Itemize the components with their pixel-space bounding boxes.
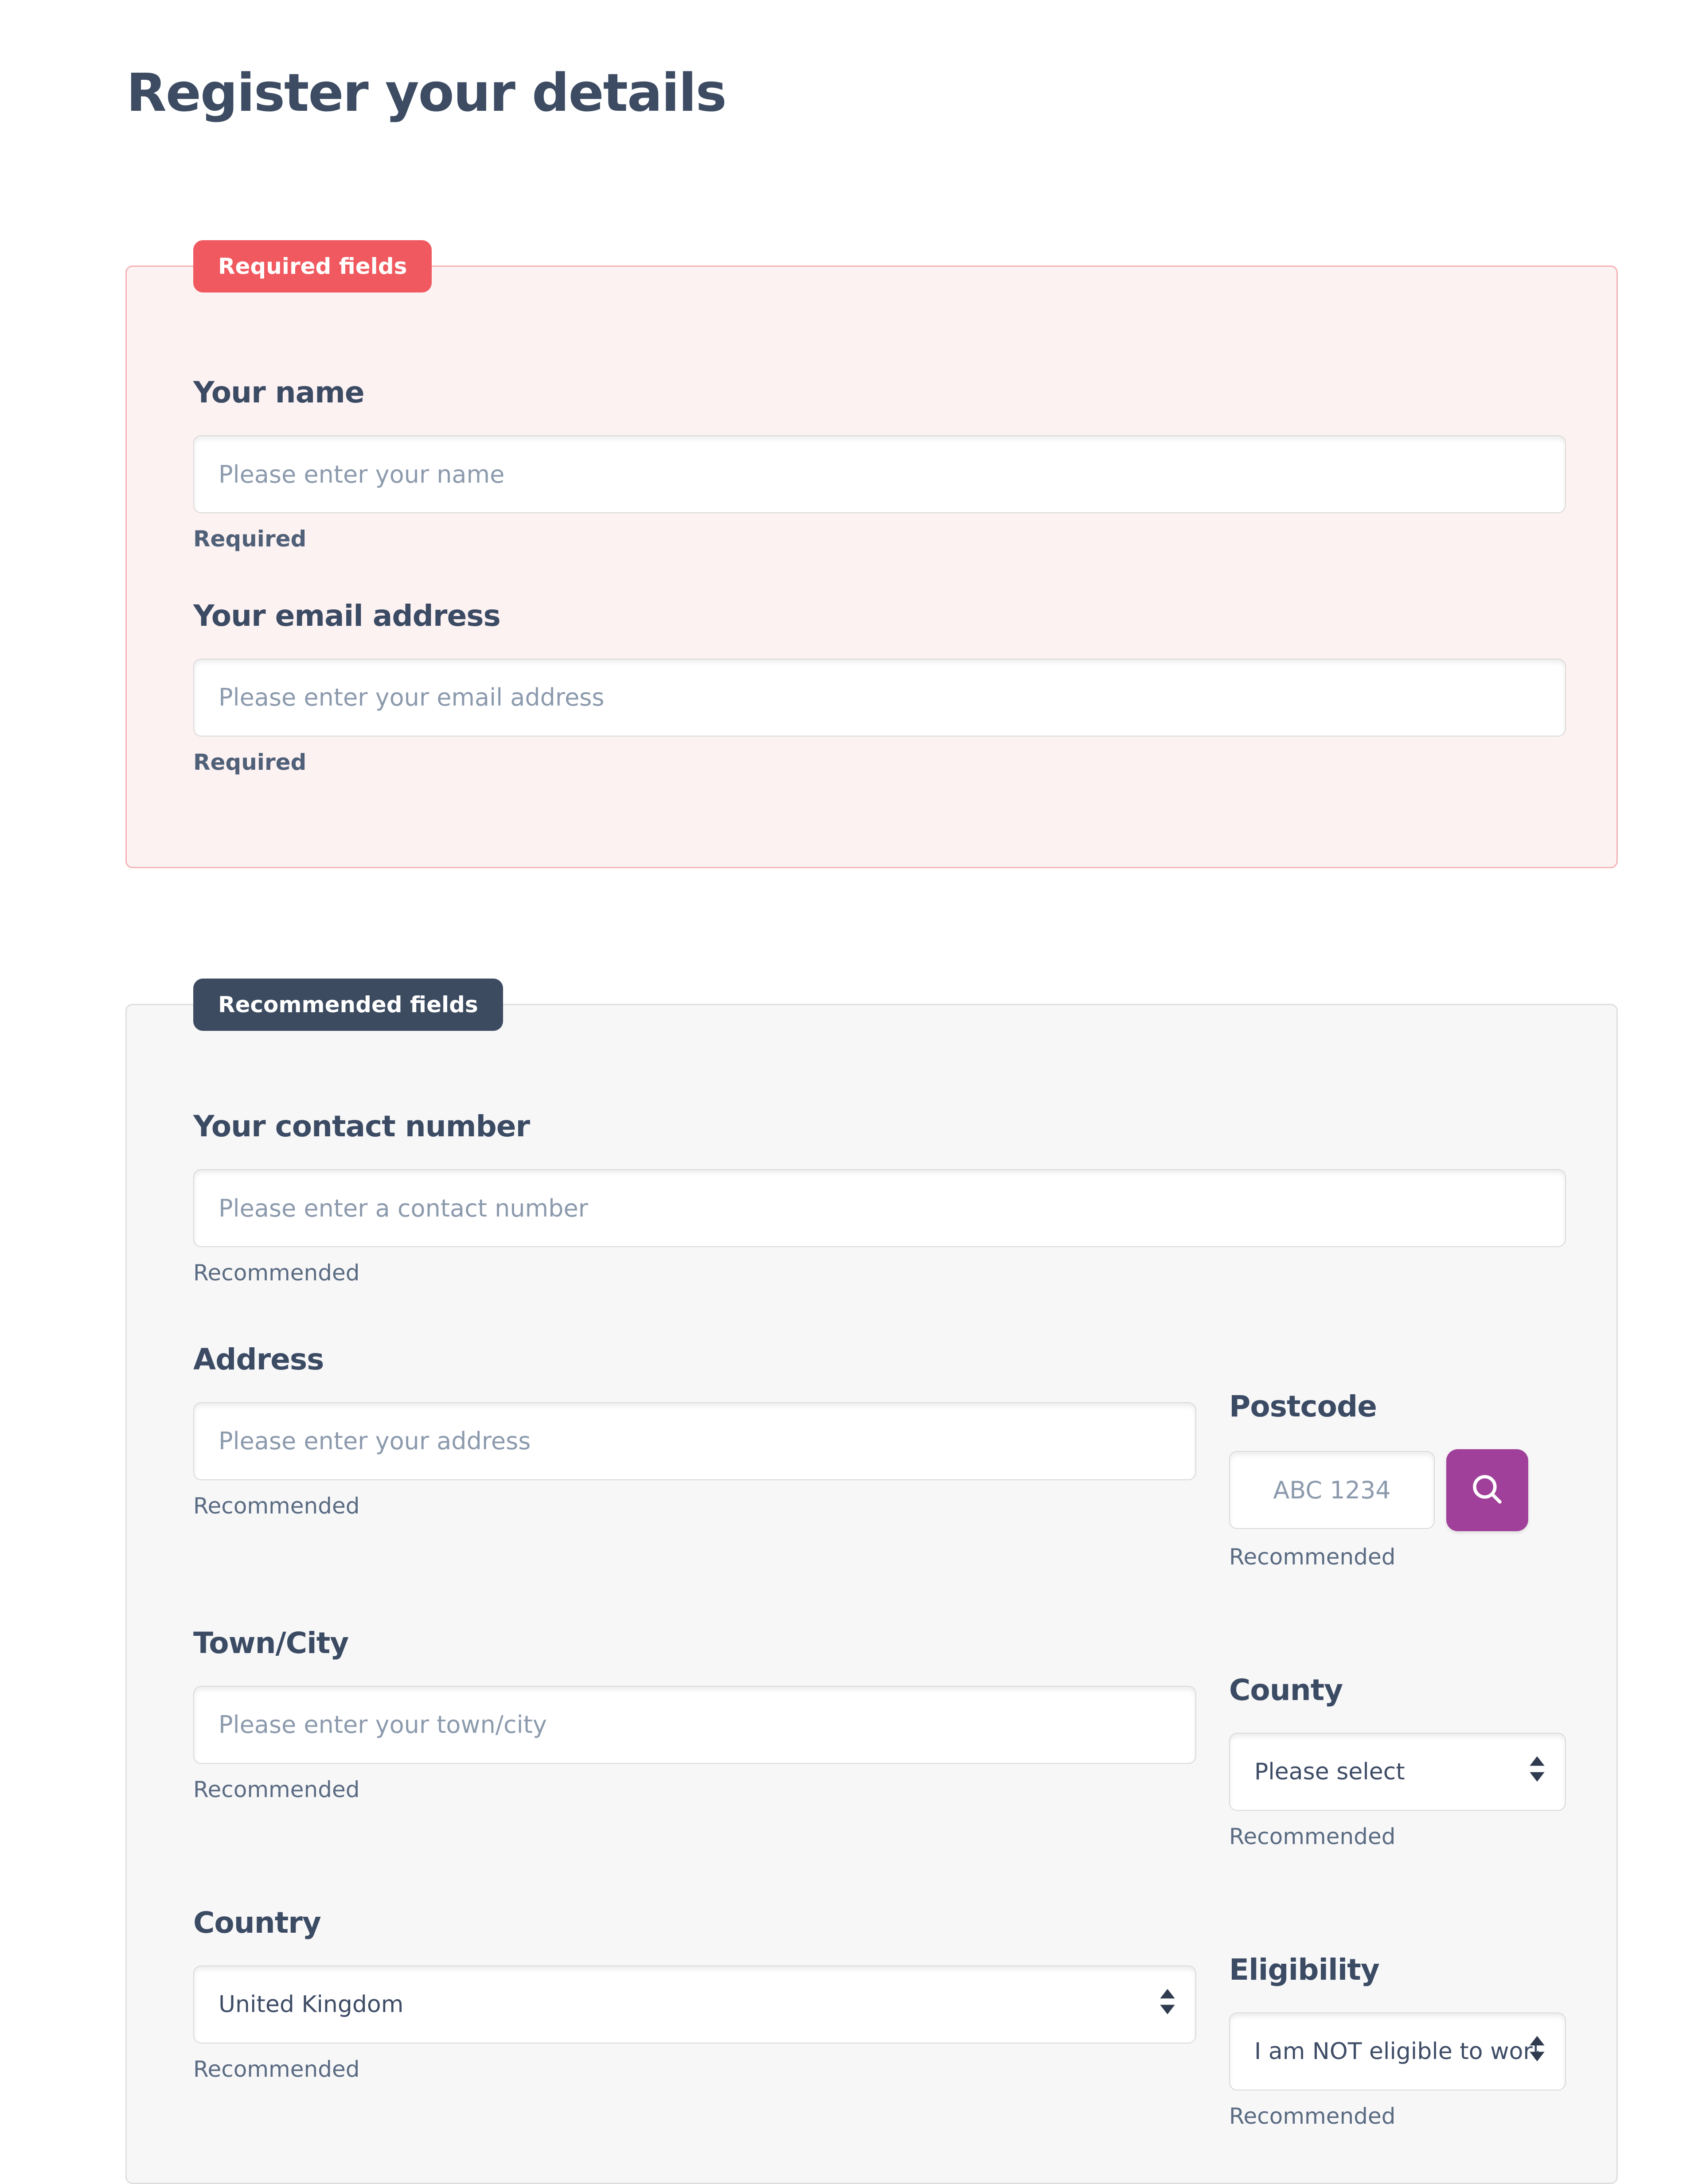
name-input[interactable] [193,435,1566,514]
address-field: Address Recommended [193,1342,1196,1570]
postcode-line [1229,1449,1566,1531]
email-field: Your email address Required [193,599,1566,775]
required-fields-panel: Required fields Your name Required Your … [125,240,1618,869]
country-field: Country United Kingdom Recommended [193,1906,1196,2129]
page-title: Register your details [126,62,727,123]
contact-number-input[interactable] [193,1169,1566,1248]
address-input[interactable] [193,1402,1196,1480]
email-required-note: Required [193,749,307,775]
town-city-label: Town/City [193,1626,349,1661]
country-eligibility-row: Country United Kingdom Recommended Eligi… [193,1906,1566,2129]
recommended-fields-panel: Recommended fields Your contact number R… [125,979,1618,2184]
up-down-arrows-icon [1156,1988,1179,2021]
up-down-arrows-icon [1526,1755,1548,1788]
postcode-label: Postcode [1229,1389,1377,1424]
county-label: County [1229,1673,1343,1708]
postcode-field: Postcode Recommended [1229,1389,1566,1570]
town-city-field: Town/City Recommended [193,1626,1196,1849]
up-down-arrows-icon [1526,2035,1548,2068]
contact-recommended-note: Recommended [193,1260,360,1286]
address-label: Address [193,1342,324,1377]
address-recommended-note: Recommended [193,1493,360,1519]
recommended-fields-badge: Recommended fields [193,979,503,1031]
county-select-value: Please select [1254,1758,1405,1785]
town-county-row: Town/City Recommended County Please sele… [193,1626,1566,1849]
postcode-search-button[interactable] [1446,1449,1528,1531]
contact-number-field: Your contact number Recommended [193,1110,1566,1286]
magnifier-icon [1468,1470,1507,1510]
town-city-input[interactable] [193,1685,1196,1764]
postcode-input[interactable] [1229,1451,1435,1529]
address-postcode-row: Address Recommended Postcode [193,1342,1566,1570]
registration-page: Register your details Required fields Yo… [0,62,1702,2184]
contact-number-label: Your contact number [193,1109,530,1144]
name-field: Your name Required [193,376,1566,552]
county-field: County Please select Recommended [1229,1673,1566,1849]
eligibility-field: Eligibility I am NOT eligible to work Re… [1229,1953,1566,2129]
required-fields-badge: Required fields [193,240,432,293]
eligibility-select-value: I am NOT eligible to work [1254,2038,1538,2065]
country-select[interactable]: United Kingdom [193,1966,1196,2044]
eligibility-recommended-note: Recommended [1229,2103,1396,2129]
postcode-recommended-note: Recommended [1229,1544,1396,1570]
email-label: Your email address [193,598,501,633]
town-recommended-note: Recommended [193,1776,360,1802]
country-select-value: United Kingdom [219,1991,404,2018]
county-select[interactable]: Please select [1229,1732,1566,1811]
country-label: Country [193,1906,321,1940]
eligibility-select[interactable]: I am NOT eligible to work [1229,2012,1566,2091]
country-recommended-note: Recommended [193,2056,360,2083]
name-label: Your name [193,375,365,410]
county-recommended-note: Recommended [1229,1823,1396,1849]
email-input[interactable] [193,658,1566,737]
name-required-note: Required [193,526,307,552]
